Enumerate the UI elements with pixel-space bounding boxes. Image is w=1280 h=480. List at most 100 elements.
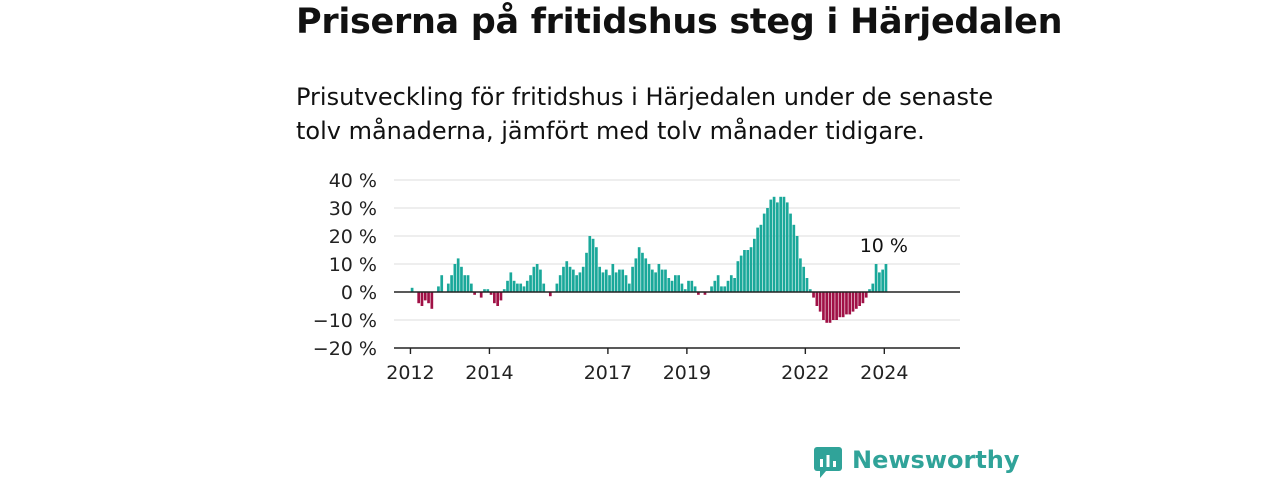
bar [795,236,799,292]
bar [818,292,822,312]
y-tick-label: 0 % [341,282,377,304]
bar [881,269,885,292]
x-tick-label: 2012 [386,362,434,384]
bar [502,289,506,292]
bar [756,227,759,292]
y-tick-label: −20 % [313,338,377,360]
bar [473,292,476,295]
bar [420,292,424,306]
bar [884,264,888,292]
bar [608,275,611,292]
x-tick-label: 2024 [860,362,908,384]
bar [509,272,513,292]
bar [598,266,602,292]
bar [555,283,559,292]
bar [841,292,845,318]
bar [493,292,496,304]
bar [486,289,490,292]
bar [519,283,523,292]
bar [512,280,516,292]
bar [618,269,621,292]
chart-title: Priserna på fritidshus steg i Härjedalen [296,2,1063,42]
bar [489,292,493,295]
bar [838,292,842,318]
bar [874,264,878,292]
bar [772,196,776,292]
bar [614,272,618,292]
bar [683,289,687,292]
bar [749,247,753,292]
bar [637,247,641,292]
bar [516,283,519,292]
bar [562,266,565,292]
bar [542,283,546,292]
bar [697,292,700,295]
bar [565,261,569,292]
bar [522,286,526,292]
bar [789,213,792,292]
bar [743,250,746,292]
bar [525,280,529,292]
bar [575,275,578,292]
bar [733,278,736,292]
y-tick-label: 20 % [329,226,377,248]
bar [802,266,806,292]
bar [854,292,858,309]
bar [466,275,470,292]
bar [595,247,598,292]
y-tick-label: 10 % [329,254,377,276]
bar [845,292,848,315]
bar [815,292,819,306]
bar [799,258,802,292]
bar [779,196,783,292]
bar [677,275,680,292]
bar [631,266,634,292]
bar [766,208,769,292]
bar [588,236,592,292]
bar [716,275,720,292]
bar [808,289,812,292]
bar [670,280,674,292]
bar [571,269,575,292]
bar [723,286,727,292]
bar [611,264,615,292]
bar [739,255,743,292]
bar [641,252,644,292]
bar [440,275,444,292]
brand-name: Newsworthy [852,446,1020,474]
bar [654,272,657,292]
bar [868,289,871,292]
bar [423,292,427,301]
bar [604,269,608,292]
bar [825,292,829,323]
y-tick-label: 30 % [329,198,377,220]
bar [548,292,552,297]
bar [664,269,667,292]
newsworthy-logo-icon [814,447,842,478]
bar [667,278,671,292]
bar [858,292,861,306]
bar [720,286,723,292]
y-tick-label: 40 % [329,170,377,192]
bar [713,280,717,292]
bar [878,272,881,292]
bar [453,264,457,292]
bar [483,289,486,292]
bar [746,250,750,292]
bar [822,292,825,320]
bar [792,224,796,292]
bar [831,292,835,320]
bar [647,264,651,292]
bar [736,261,740,292]
bar [410,287,414,292]
x-tick-label: 2017 [584,362,632,384]
bar [496,292,500,306]
bar [861,292,865,304]
bar [835,292,838,320]
bar [463,275,467,292]
bar [417,292,421,304]
bar [446,283,450,292]
x-tick-label: 2014 [465,362,513,384]
bar [726,280,730,292]
bar [828,292,832,323]
